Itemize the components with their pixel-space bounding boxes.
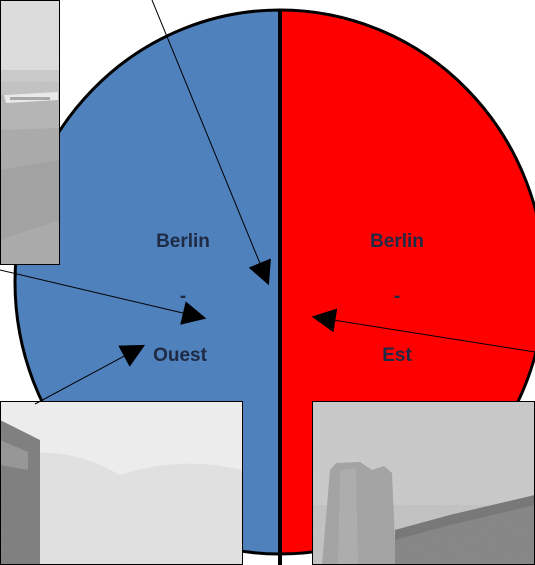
airport-photo [0,0,60,265]
west-label-line3: Ouest [153,345,208,366]
west-label-line1: Berlin [156,231,210,252]
west-label: Berlin - Ouest [153,231,210,366]
arrow-building-to-west [34,344,146,405]
east-label-line3: Est [382,345,412,366]
west-label-line2: - [180,286,186,307]
arrow-east-photo-to-east [311,308,535,353]
arrow-airport-to-west [0,269,207,325]
east-label-line2: - [394,286,400,307]
building-photo-west [0,401,243,565]
east-label: Berlin - Est [370,231,424,366]
arrows [0,0,535,405]
arrow-photo-to-divider [151,0,271,286]
east-label-line1: Berlin [370,231,424,252]
ruin-tower-photo-east [312,401,535,565]
